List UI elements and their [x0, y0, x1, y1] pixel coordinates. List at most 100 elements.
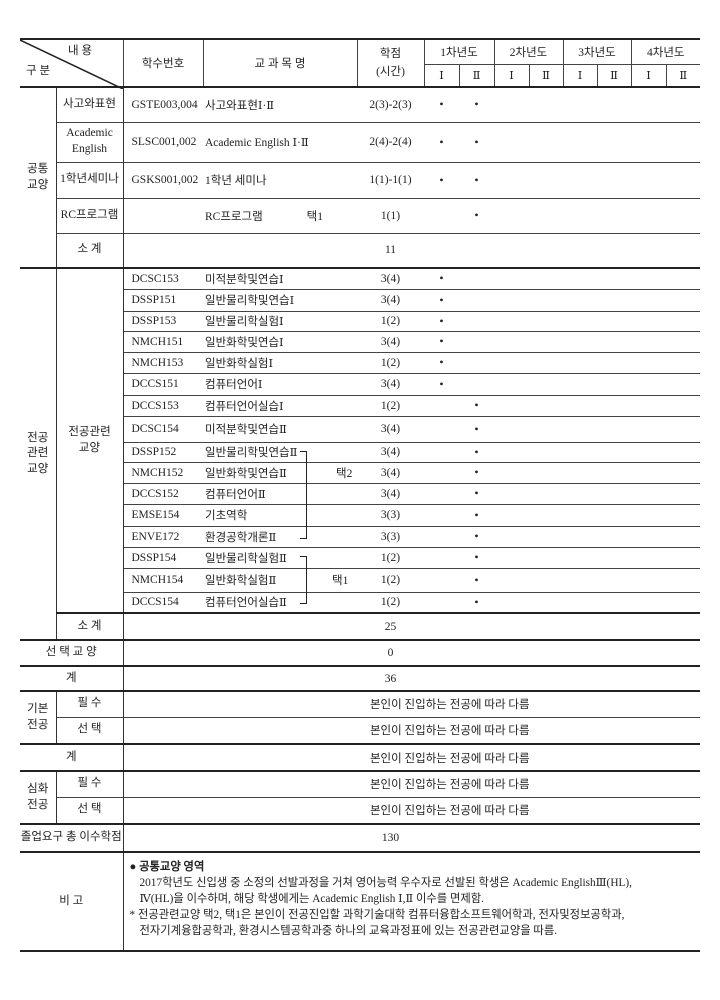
course-name: 일반물리학및연습Ⅰ: [203, 288, 357, 311]
major-course-row: DCSC154 미적분학및연습Ⅱ 3(4) •: [20, 415, 700, 442]
semester-cell: [529, 546, 563, 568]
semester-cell: [631, 567, 666, 592]
semester-cell: [666, 482, 700, 504]
course-name: 일반화학실험Ⅰ: [203, 351, 357, 373]
course-name: 컴퓨터언어실습Ⅰ: [203, 394, 357, 416]
header-category-label: 구 분: [26, 65, 51, 77]
semester-mark: •: [459, 161, 494, 198]
semester-cell: [529, 86, 563, 122]
semester-cell: [563, 121, 597, 162]
spacer: [424, 823, 700, 852]
remarks-line: * 전공관련교양 택2, 택1은 본인이 전공진입할 과학기술대학 컴퓨터융합소…: [129, 909, 625, 921]
choose-two-note: 택2: [336, 467, 353, 480]
major-course-row: DSSP154 일반물리학실험Ⅱ 1(2) •: [20, 546, 700, 568]
header-diagonal-cell: 내 용 구 분: [20, 38, 124, 89]
semester-cell: [666, 567, 700, 592]
area-label-text: RC프로그램: [60, 208, 119, 221]
spacer: [123, 665, 357, 691]
hours-label: (시간): [376, 66, 405, 78]
course-name: 1학년 세미나: [203, 161, 357, 198]
spacer: [123, 612, 357, 640]
semester-cell: [666, 330, 700, 352]
semester-cell: [529, 121, 563, 162]
basic-major-total-row: 계 본인이 진입하는 전공에 따라 다름: [20, 743, 700, 771]
course-credits: 1(1): [357, 197, 424, 233]
semester-cell: [597, 330, 631, 352]
area-label: 1학년세미나: [56, 161, 124, 198]
semester-cell: [666, 310, 700, 331]
semester-cell: [597, 591, 631, 613]
semester-cell: [666, 441, 700, 462]
course-credits: 3(4): [357, 441, 424, 462]
diagonal-line: [20, 40, 123, 89]
elective-label: 선 택: [56, 796, 124, 824]
semester-cell: [529, 161, 563, 198]
semester-mark: •: [459, 482, 494, 504]
semester-mark: •: [424, 86, 459, 122]
spacer: [123, 823, 357, 852]
common-subtotal-row: 소 계 11: [20, 232, 700, 268]
header-semester: Ⅰ: [630, 63, 667, 88]
choose-one-note: 택1: [332, 575, 349, 587]
semester-cell: [631, 394, 666, 416]
semester-mark: •: [424, 121, 459, 162]
semester-mark: •: [459, 121, 494, 162]
course-name: 컴퓨터언어Ⅱ: [203, 482, 357, 504]
remarks-label: 비 고: [20, 851, 124, 952]
semester-cell: [529, 461, 563, 483]
semester-cell: [494, 567, 529, 592]
semester-cell: [529, 567, 563, 592]
semester-cell: [529, 310, 563, 331]
semester-cell: [424, 591, 459, 613]
course-name: 컴퓨터언어Ⅰ: [203, 372, 357, 395]
semester-mark: •: [459, 86, 494, 122]
semester-cell: [494, 546, 529, 568]
major-related-category-label-text: 전공: [27, 431, 49, 444]
semester-cell: [529, 394, 563, 416]
choose-one-bracket: [300, 556, 307, 604]
semester-cell: [494, 197, 529, 233]
semester-cell: [494, 121, 529, 162]
course-credits: 3(4): [357, 267, 424, 289]
semester-cell: [597, 482, 631, 504]
semester-mark: •: [424, 372, 459, 395]
basic-major-elective-row: 선 택 본인이 진입하는 전공에 따라 다름: [20, 716, 700, 744]
elective-value: 본인이 진입하는 전공에 따라 다름: [123, 796, 700, 824]
semester-cell: [494, 415, 529, 442]
selection-note: 택1: [306, 210, 324, 223]
required-value: 본인이 진입하는 전공에 따라 다름: [123, 770, 700, 797]
course-credits: 3(4): [357, 288, 424, 311]
semester-cell: [597, 503, 631, 526]
course-code: NMCH153: [123, 351, 203, 373]
semester-cell: [631, 482, 666, 504]
semester-cell: [424, 197, 459, 233]
semester-cell: [494, 372, 529, 395]
semester-cell: [597, 267, 631, 289]
major-course-row: DCCS154 컴퓨터언어실습Ⅱ 1(2) •: [20, 591, 700, 613]
semester-cell: [563, 461, 597, 483]
semester-cell: [494, 86, 529, 122]
semester-cell: [597, 86, 631, 122]
semester-cell: [597, 546, 631, 568]
semester-cell: [631, 161, 666, 198]
required-value: 본인이 진입하는 전공에 따라 다름: [123, 690, 700, 717]
course-credits: 3(3): [357, 525, 424, 547]
semester-cell: [424, 525, 459, 547]
semester-cell: [424, 503, 459, 526]
spacer: [424, 612, 700, 640]
semester-cell: [597, 441, 631, 462]
course-credits: 3(4): [357, 415, 424, 442]
course-credits: 1(2): [357, 546, 424, 568]
course-name: 미적분학및연습Ⅰ: [203, 267, 357, 289]
elective-row: 선 택 교 양 0: [20, 639, 700, 666]
semester-mark: •: [459, 197, 494, 233]
graduation-row-value: 130: [357, 823, 424, 852]
semester-cell: [666, 86, 700, 122]
basic-major-label-text: 전공: [27, 718, 49, 731]
semester-cell: [563, 267, 597, 289]
major-related-category-label: 전공 관련 교양: [20, 267, 57, 640]
major-course-row: 전공 관련 교양 전공관련 교양 DCSC153 미적분학및연습Ⅰ 3(4) •: [20, 267, 700, 640]
advanced-major-elective-row: 선 택 본인이 진입하는 전공에 따라 다름: [20, 796, 700, 824]
course-name: 일반물리학및연습Ⅱ: [203, 441, 357, 462]
course-code: NMCH154: [123, 567, 203, 592]
